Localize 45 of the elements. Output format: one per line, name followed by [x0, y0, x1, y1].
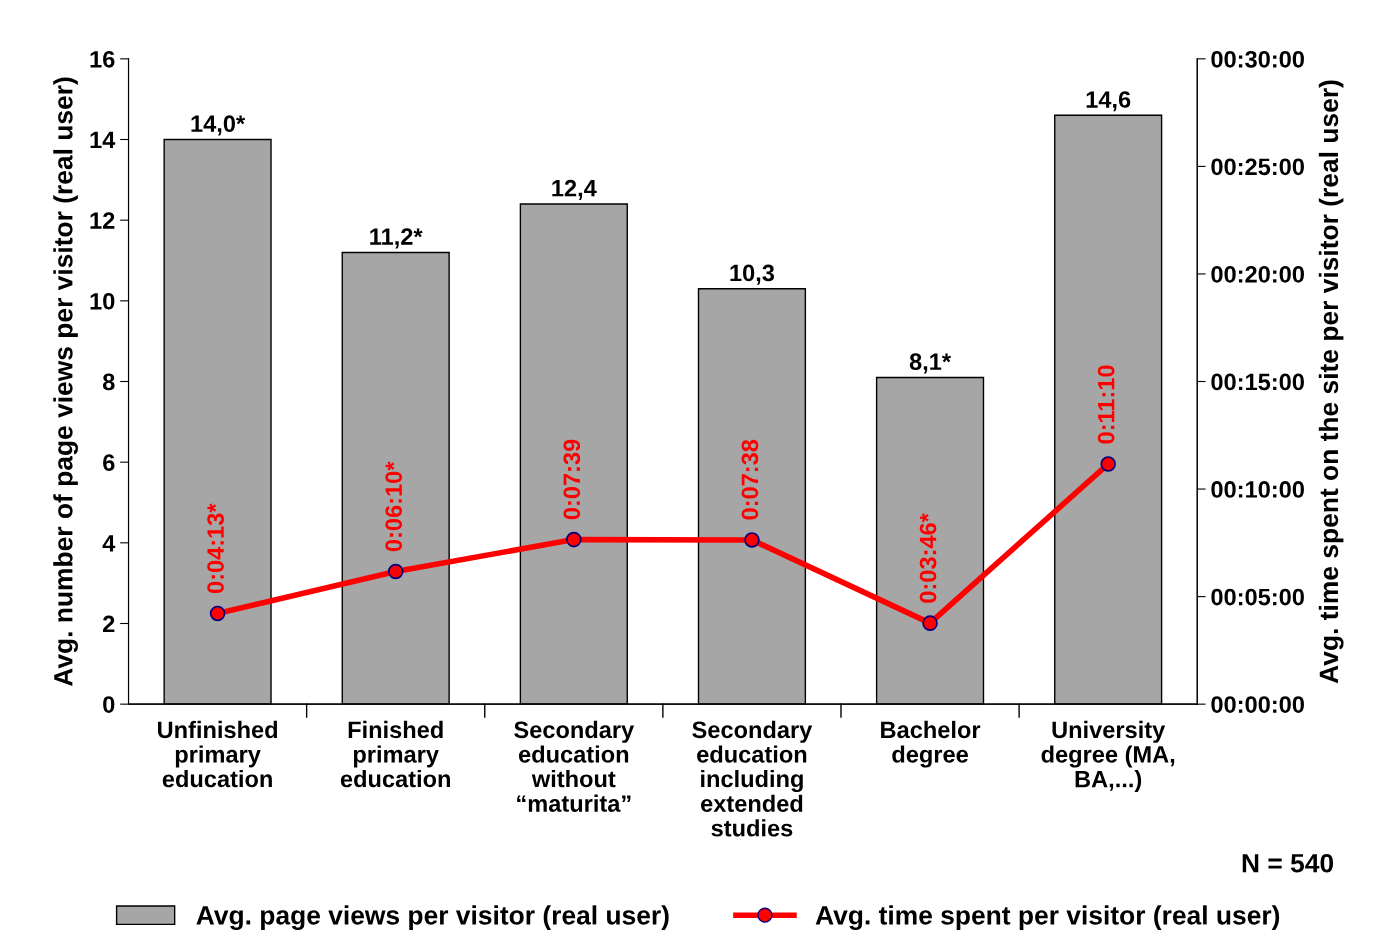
- y-tick-label: 0: [103, 696, 115, 713]
- y2-tick-label: 00:25:00: [1211, 158, 1304, 176]
- data-label: 0:03:46*: [919, 513, 937, 603]
- data-label: 0:06:10*: [385, 461, 403, 552]
- data-label: 14,0*: [191, 115, 246, 136]
- point: [387, 563, 404, 580]
- data-label: 14,6: [1086, 91, 1131, 112]
- y2-axis-title: Avg. time spent on the site per visitor (real user): [1318, 80, 1344, 684]
- data-label: 0:07:38: [741, 439, 759, 520]
- y2-tick-label: 00:10:00: [1211, 481, 1304, 498]
- y-tick-label: 4: [102, 535, 116, 552]
- y2-tick-label: 00:15:00: [1211, 373, 1304, 391]
- point: [1100, 456, 1116, 472]
- y-tick-label: 14: [90, 131, 116, 149]
- y2-tick-label: 00:30:00: [1211, 50, 1304, 68]
- legend-label: Avg. time spent per visitor (real user): [815, 905, 1280, 930]
- x-tick-label: Unfinished primary education: [158, 720, 278, 788]
- y-axis-title: Avg. number of page views per visitor (real user): [53, 77, 78, 687]
- x-tick-label: Secondary education including extended studies: [692, 720, 813, 837]
- y-tick-label: 10: [90, 292, 115, 310]
- data-label: 0:04:13*: [207, 503, 224, 594]
- y2-tick-label: 00:05:00: [1211, 588, 1304, 606]
- data-label: 11,2*: [370, 228, 423, 249]
- legend-label: Avg. page views per visitor (real user): [196, 905, 669, 930]
- y2-tick-label: 00:00:00: [1211, 696, 1304, 713]
- point: [922, 615, 938, 631]
- point: [566, 531, 582, 548]
- y2-tick-label: 00:20:00: [1211, 266, 1304, 283]
- text: N = 540: [1242, 853, 1334, 873]
- x-tick-label: Bachelor degree: [881, 720, 981, 768]
- data-label: 12,4: [552, 179, 597, 201]
- y-tick-label: 6: [103, 454, 115, 471]
- x-tick-label: Secondary education without “maturita”: [514, 720, 635, 812]
- y-tick-label: 2: [103, 615, 115, 633]
- data-label: 0:07:39: [563, 439, 581, 520]
- x-tick-label: University degree (MA, BA,...): [1041, 720, 1175, 793]
- point: [209, 605, 226, 622]
- x-tick-label: Finished primary education: [340, 720, 450, 788]
- y-tick-label: 12: [90, 212, 115, 229]
- y-tick-label: 8: [102, 373, 115, 391]
- data-label: 8,1*: [909, 353, 952, 374]
- data-label: 0:11:10: [1097, 365, 1115, 444]
- data-label: 10,3: [730, 264, 775, 285]
- y-tick-label: 16: [90, 50, 115, 68]
- point: [744, 532, 760, 548]
